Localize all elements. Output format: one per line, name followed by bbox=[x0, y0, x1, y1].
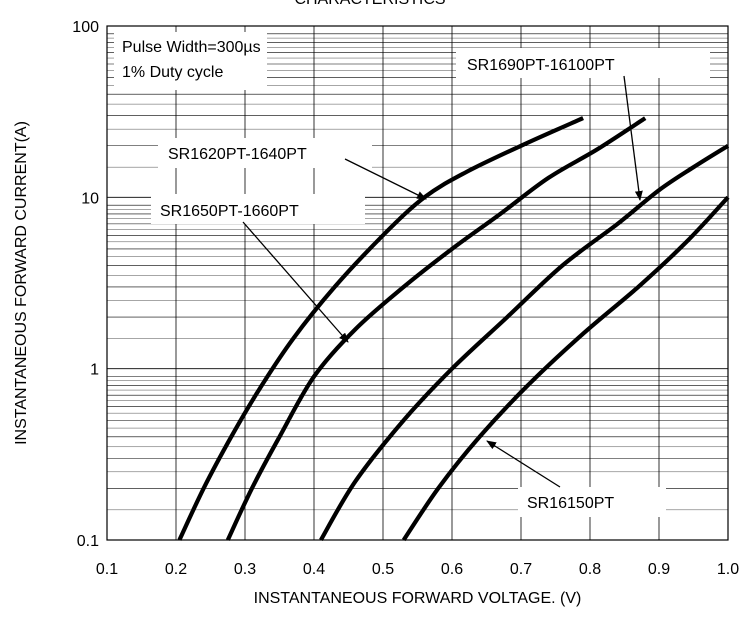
annotation-label: SR1620PT-1640PT bbox=[168, 146, 307, 163]
annotation-arrow bbox=[623, 75, 643, 201]
annotation-label-background bbox=[151, 194, 365, 224]
grid bbox=[106, 26, 729, 541]
annotation-label-background bbox=[456, 48, 710, 78]
annotation-label: SR1650PT-1660PT bbox=[160, 203, 299, 220]
annotation-label-background bbox=[158, 138, 372, 168]
note-text: Pulse Width=300µs bbox=[122, 39, 261, 56]
x-tick-label: 0.6 bbox=[441, 561, 463, 578]
series-line bbox=[319, 144, 730, 542]
x-tick-label: 0.7 bbox=[510, 561, 532, 578]
series-group bbox=[177, 116, 730, 542]
annotation-group: SR1620PT-1640PT SR1650PT-1660PT SR1690PT-1… bbox=[151, 48, 710, 517]
annotation-arrow bbox=[344, 158, 427, 200]
series-line bbox=[225, 116, 647, 541]
x-tick-label: 0.8 bbox=[579, 561, 601, 578]
plot-area-frame bbox=[106, 25, 729, 541]
annotation-label-background bbox=[518, 487, 666, 517]
x-tick-label: 1.0 bbox=[717, 561, 739, 578]
y-tick-label: 1 bbox=[90, 362, 99, 379]
y-tick-label: 100 bbox=[72, 19, 99, 36]
y-tick-label: 10 bbox=[81, 190, 99, 207]
x-tick-label: 0.2 bbox=[165, 561, 187, 578]
x-axis-title: INSTANTANEOUS FORWARD VOLTAGE. (V) bbox=[254, 590, 582, 607]
series-line bbox=[177, 116, 584, 541]
note-box-background bbox=[114, 32, 267, 90]
annotation-arrow bbox=[242, 221, 349, 343]
annotation-arrow bbox=[486, 440, 561, 488]
x-tick-label: 0.9 bbox=[648, 561, 670, 578]
annotation-label: SR1690PT-16100PT bbox=[467, 57, 615, 74]
tick-label-group: 0.1 0.2 0.3 0.4 0.5 0.6 0.7 0.8 0.9 1.0 0.1 1 10 100 bbox=[72, 19, 739, 578]
y-tick-label: 0.1 bbox=[77, 533, 99, 550]
x-tick-label: 0.1 bbox=[96, 561, 118, 578]
series-line bbox=[401, 195, 730, 542]
note-text: 1% Duty cycle bbox=[122, 64, 223, 81]
x-tick-label: 0.4 bbox=[303, 561, 325, 578]
chart-title: CHARACTERISTICS bbox=[294, 0, 445, 8]
x-tick-label: 0.3 bbox=[234, 561, 256, 578]
x-tick-label: 0.5 bbox=[372, 561, 394, 578]
note-box: Pulse Width=300µs 1% Duty cycle bbox=[114, 32, 267, 90]
y-axis-title: INSTANTANEOUS FORWARD CURRENT(A) bbox=[13, 121, 30, 445]
annotation-label: SR16150PT bbox=[527, 495, 614, 512]
